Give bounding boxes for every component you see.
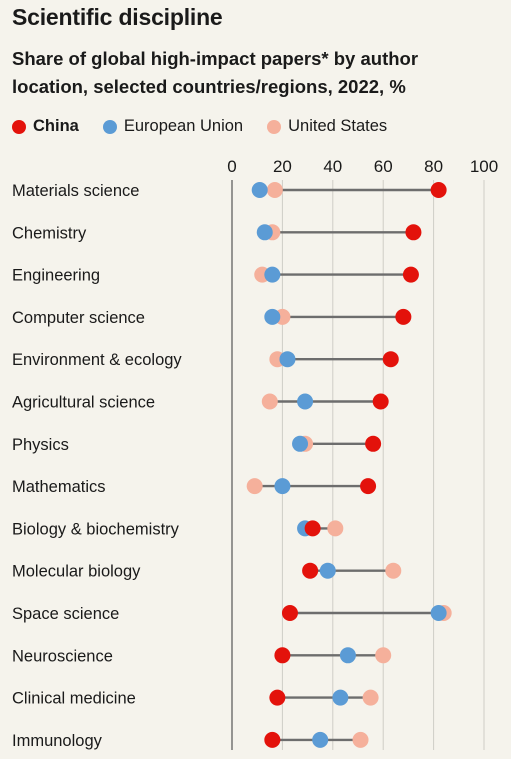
category-label-agricultural-science: Agricultural science [12, 394, 155, 412]
category-label-neuroscience: Neuroscience [12, 647, 113, 665]
dot-european-union-computer-science [264, 309, 280, 325]
dot-china-chemistry [405, 224, 421, 240]
dot-european-union-engineering [264, 267, 280, 283]
dot-china-engineering [403, 267, 419, 283]
dot-china-clinical-medicine [269, 690, 285, 706]
dot-united-states-clinical-medicine [363, 690, 379, 706]
dot-united-states-materials-science [267, 182, 283, 198]
dot-united-states-biology-and-biochemistry [327, 520, 343, 536]
category-label-engineering: Engineering [12, 267, 100, 285]
dot-china-physics [365, 436, 381, 452]
category-label-space-science: Space science [12, 605, 119, 623]
dot-united-states-molecular-biology [385, 563, 401, 579]
dot-european-union-materials-science [252, 182, 268, 198]
dot-china-immunology [264, 732, 280, 748]
category-label-computer-science: Computer science [12, 309, 145, 327]
dot-european-union-agricultural-science [297, 394, 313, 410]
dot-european-union-environment-and-ecology [279, 351, 295, 367]
x-tick-label-0: 0 [227, 157, 236, 176]
dot-china-computer-science [395, 309, 411, 325]
category-label-immunology: Immunology [12, 732, 103, 750]
dot-united-states-agricultural-science [262, 394, 278, 410]
dot-united-states-neuroscience [375, 647, 391, 663]
x-tick-label-40: 40 [323, 157, 342, 176]
dot-european-union-molecular-biology [320, 563, 336, 579]
dot-china-agricultural-science [373, 394, 389, 410]
dot-european-union-neuroscience [340, 647, 356, 663]
dot-china-space-science [282, 605, 298, 621]
dot-china-molecular-biology [302, 563, 318, 579]
dot-china-mathematics [360, 478, 376, 494]
category-label-clinical-medicine: Clinical medicine [12, 690, 136, 708]
dot-european-union-clinical-medicine [332, 690, 348, 706]
x-tick-label-20: 20 [273, 157, 292, 176]
dot-united-states-immunology [353, 732, 369, 748]
category-label-physics: Physics [12, 436, 69, 454]
x-tick-label-60: 60 [374, 157, 393, 176]
category-label-molecular-biology: Molecular biology [12, 563, 141, 581]
category-label-environment-and-ecology: Environment & ecology [12, 351, 182, 369]
category-label-biology-and-biochemistry: Biology & biochemistry [12, 520, 180, 538]
dot-china-biology-and-biochemistry [305, 520, 321, 536]
category-label-materials-science: Materials science [12, 182, 139, 200]
dot-european-union-chemistry [257, 224, 273, 240]
category-label-chemistry: Chemistry [12, 224, 87, 242]
dot-china-neuroscience [274, 647, 290, 663]
x-tick-label-80: 80 [424, 157, 443, 176]
dot-european-union-physics [292, 436, 308, 452]
dot-china-materials-science [431, 182, 447, 198]
x-tick-label-100: 100 [470, 157, 498, 176]
dot-european-union-space-science [431, 605, 447, 621]
category-label-mathematics: Mathematics [12, 478, 106, 496]
dot-united-states-mathematics [247, 478, 263, 494]
dot-european-union-mathematics [274, 478, 290, 494]
dot-european-union-immunology [312, 732, 328, 748]
dot-china-environment-and-ecology [383, 351, 399, 367]
